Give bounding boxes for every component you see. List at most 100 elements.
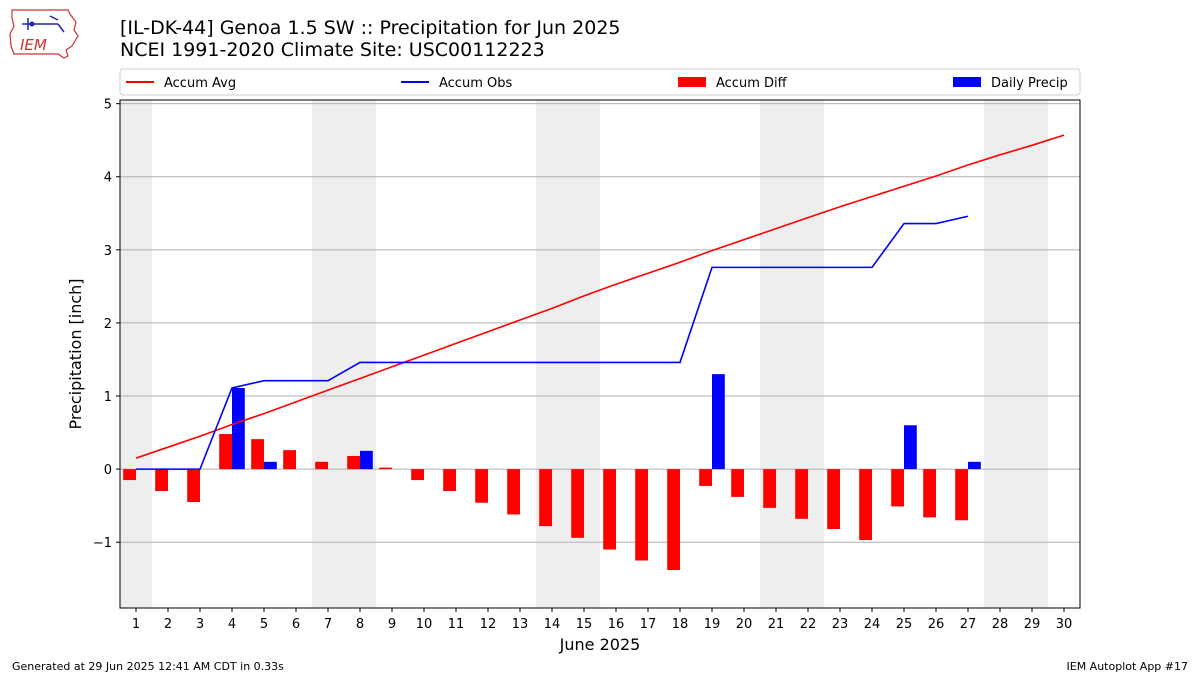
x-tick-label: 17 — [640, 617, 657, 632]
x-tick-label: 4 — [228, 617, 236, 632]
x-tick-label: 9 — [388, 617, 396, 632]
x-tick-label: 13 — [512, 617, 529, 632]
x-tick-label: 3 — [196, 617, 204, 632]
x-tick-label: 5 — [260, 617, 268, 632]
accum-diff-bar — [315, 461, 328, 470]
accum-diff-bar — [891, 469, 904, 507]
x-tick-label: 19 — [704, 617, 721, 632]
accum-diff-bar — [347, 455, 360, 470]
accum-diff-bar — [795, 469, 808, 519]
title-line2: NCEI 1991-2020 Climate Site: USC00112223 — [120, 39, 545, 61]
legend-label-accum-diff: Accum Diff — [716, 76, 788, 91]
iowa-outline — [9, 9, 79, 59]
x-tick-label: 14 — [544, 617, 561, 632]
x-tick-label: 24 — [864, 617, 881, 632]
x-tick-label: 29 — [1024, 617, 1041, 632]
legend-label-accum-avg: Accum Avg — [164, 76, 236, 91]
accum-diff-bar — [251, 439, 264, 470]
x-tick-label: 26 — [928, 617, 945, 632]
accum-diff-bar — [379, 467, 392, 470]
legend: Accum Avg Accum Obs Accum Diff Daily Precip — [119, 68, 1081, 96]
legend-swatch-daily-precip — [953, 77, 981, 87]
x-tick-label: 25 — [896, 617, 913, 632]
y-axis-label: Precipitation [inch] — [66, 278, 85, 429]
legend-swatch-accum-diff — [678, 77, 706, 87]
x-tick-label: 21 — [768, 617, 785, 632]
x-tick-label: 6 — [292, 617, 300, 632]
chart-title: [IL-DK-44] Genoa 1.5 SW :: Precipitation… — [120, 17, 621, 61]
accum-obs-line — [136, 215, 969, 470]
accum-diff-bar — [283, 450, 296, 470]
title-line1: [IL-DK-44] Genoa 1.5 SW :: Precipitation… — [120, 17, 621, 39]
weather-station-icon — [22, 15, 65, 33]
y-tick-label: −1 — [93, 536, 112, 551]
iem-logo: IEM — [9, 9, 79, 59]
accum-diff-bar — [155, 469, 168, 492]
x-tick-label: 7 — [324, 617, 332, 632]
accum-avg-line — [135, 134, 1065, 459]
y-tick-label: 1 — [104, 390, 112, 405]
accum-diff-bar — [635, 469, 648, 561]
accum-diff-bar — [827, 469, 840, 530]
x-tick-label: 1 — [132, 617, 140, 632]
accum-diff-bar — [411, 469, 424, 481]
y-tick-label: 5 — [104, 98, 112, 113]
y-tick-label: 3 — [104, 244, 112, 259]
accum-diff-bar — [507, 469, 520, 515]
daily-precip-bar — [360, 450, 373, 470]
x-tick-label: 30 — [1056, 617, 1073, 632]
accum-diff-bar — [923, 469, 936, 518]
plot-frame — [119, 99, 1081, 609]
accum-diff-bar — [699, 469, 712, 486]
lines — [135, 134, 1065, 470]
x-tick-label: 20 — [736, 617, 753, 632]
x-tick-label: 2 — [164, 617, 172, 632]
logo-text: IEM — [20, 36, 47, 54]
weekend-shading — [120, 100, 1048, 608]
x-tick-label: 8 — [356, 617, 364, 632]
accum-diff-bar — [603, 469, 616, 550]
legend-label-daily-precip: Daily Precip — [991, 76, 1068, 91]
bars — [123, 374, 981, 570]
legend-label-accum-obs: Accum Obs — [439, 76, 512, 91]
gridlines — [120, 103, 1080, 543]
x-tick-label: 22 — [800, 617, 817, 632]
x-tick-label: 10 — [416, 617, 433, 632]
daily-precip-bar — [968, 461, 981, 470]
accum-diff-bar — [539, 469, 552, 527]
x-tick-label: 11 — [448, 617, 465, 632]
accum-diff-bar — [475, 469, 488, 503]
accum-diff-bar — [859, 469, 872, 541]
accum-diff-bar — [763, 469, 776, 508]
accum-diff-bar — [731, 469, 744, 497]
weekend-band-3 — [536, 100, 600, 608]
accum-diff-bar — [955, 469, 968, 521]
y-tick-label: 0 — [104, 463, 112, 478]
x-axis-label: June 2025 — [559, 635, 641, 654]
legend-box — [119, 68, 1081, 96]
y-tick-label: 4 — [104, 171, 112, 186]
x-tick-label: 15 — [576, 617, 593, 632]
daily-precip-bar — [264, 461, 277, 470]
accum-diff-bar — [443, 469, 456, 492]
accum-diff-bar — [571, 469, 584, 538]
y-tick-label: 2 — [104, 317, 112, 332]
x-tick-label: 27 — [960, 617, 977, 632]
accum-diff-bar — [123, 469, 136, 481]
x-tick-label: 28 — [992, 617, 1009, 632]
daily-precip-bar — [712, 374, 725, 470]
accum-diff-bar — [219, 434, 232, 470]
x-tick-label: 18 — [672, 617, 689, 632]
weekend-band-4 — [760, 100, 824, 608]
generated-timestamp: Generated at 29 Jun 2025 12:41 AM CDT in… — [12, 660, 284, 673]
accum-diff-bar — [667, 469, 680, 570]
daily-precip-bar — [904, 425, 917, 470]
accum-diff-bar — [187, 469, 200, 503]
weekend-band-5 — [984, 100, 1048, 608]
app-label: IEM Autoplot App #17 — [1066, 660, 1189, 673]
x-tick-label: 23 — [832, 617, 849, 632]
weekend-band-1 — [120, 100, 152, 608]
x-tick-label: 16 — [608, 617, 625, 632]
